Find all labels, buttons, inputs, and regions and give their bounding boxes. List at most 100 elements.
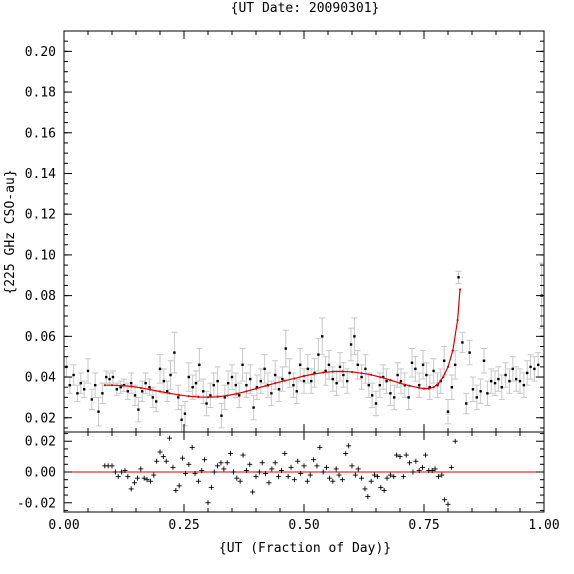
- data-point: [101, 392, 104, 395]
- residual-point: [372, 472, 378, 478]
- residual-point: [112, 469, 118, 475]
- data-point: [529, 365, 532, 369]
- data-point: [68, 383, 71, 387]
- fit-point: [283, 379, 286, 382]
- residual-point: [144, 477, 150, 483]
- data-point: [346, 379, 349, 383]
- data-point: [393, 396, 396, 399]
- residual-point: [211, 469, 217, 475]
- data-point: [356, 363, 359, 367]
- data-point: [298, 363, 302, 367]
- data-point: [126, 390, 130, 393]
- data-point: [183, 412, 187, 415]
- residual-point: [387, 472, 393, 478]
- residual-point: [147, 478, 153, 484]
- residual-point: [298, 471, 304, 477]
- data-point: [292, 383, 295, 387]
- data-point: [202, 390, 205, 393]
- data-point: [479, 390, 482, 393]
- residual-point: [256, 469, 262, 475]
- data-point: [166, 390, 169, 393]
- data-point: [418, 383, 421, 387]
- data-point: [234, 383, 238, 387]
- x-axis-label: {UT (Fraction of Day)}: [219, 541, 391, 556]
- residual-point: [228, 451, 234, 457]
- data-point: [450, 386, 454, 389]
- residual-point: [397, 454, 403, 460]
- residual-point: [400, 474, 406, 480]
- residual-point: [326, 475, 332, 481]
- residual-point: [291, 477, 297, 483]
- data-point: [526, 371, 529, 375]
- fit-point: [437, 382, 440, 385]
- data-point: [230, 375, 234, 379]
- residual-point: [278, 467, 284, 473]
- residual-point: [263, 471, 269, 477]
- residual-point: [378, 484, 384, 490]
- y-tick-label: 0.20: [25, 45, 56, 60]
- residual-point: [365, 494, 371, 500]
- data-point: [432, 369, 435, 373]
- fit-point: [422, 387, 426, 390]
- fit-point: [360, 372, 363, 375]
- residual-point: [221, 466, 227, 472]
- data-point: [216, 379, 219, 383]
- data-point: [313, 371, 316, 375]
- fit-point: [398, 382, 402, 385]
- data-point: [151, 396, 154, 399]
- residual-point: [346, 443, 352, 449]
- data-point: [522, 383, 526, 387]
- fit-point: [197, 395, 200, 399]
- data-point: [241, 363, 244, 367]
- chart-title: {UT Date: 20090301}: [231, 1, 380, 16]
- data-point: [442, 359, 446, 362]
- data-point: [94, 383, 97, 387]
- data-point: [284, 347, 287, 350]
- data-point: [396, 373, 399, 377]
- data-point: [220, 414, 223, 417]
- data-point: [327, 363, 331, 367]
- data-point: [205, 402, 208, 405]
- residual-point: [138, 466, 144, 472]
- data-point: [162, 379, 166, 383]
- fit-point: [139, 386, 142, 389]
- data-point: [187, 375, 190, 379]
- fit-point: [370, 373, 373, 376]
- residual-point: [224, 460, 230, 466]
- data-point: [295, 390, 298, 393]
- fit-point: [432, 386, 435, 389]
- residual-point: [410, 469, 416, 475]
- residual-point: [189, 444, 195, 450]
- measurement-points: [65, 276, 543, 421]
- data-point: [317, 353, 320, 356]
- y-tick-label: 0.00: [25, 466, 56, 481]
- data-point: [407, 396, 410, 399]
- residual-point: [266, 480, 272, 486]
- data-point: [321, 335, 324, 338]
- residual-point: [151, 472, 157, 478]
- data-point: [500, 386, 503, 389]
- y-tick-label: 0.02: [25, 435, 56, 450]
- residual-point: [272, 460, 278, 466]
- y-tick-label: -0.02: [17, 496, 56, 511]
- y-tick-label: 0.08: [25, 289, 56, 304]
- residual-point: [202, 457, 208, 463]
- data-point: [177, 396, 180, 399]
- data-point: [259, 379, 262, 383]
- residual-point: [307, 472, 313, 478]
- data-point: [403, 383, 406, 387]
- data-point: [378, 383, 382, 387]
- residual-point: [167, 435, 173, 441]
- fit-point: [206, 396, 210, 399]
- data-point: [180, 418, 183, 421]
- data-point: [263, 367, 266, 371]
- data-point: [169, 373, 172, 377]
- fit-point: [168, 392, 171, 395]
- fit-point: [341, 370, 344, 373]
- data-point: [475, 396, 478, 399]
- residual-point: [435, 474, 441, 480]
- residual-panel-ticks: 0.02 0.00 -0.02 0.00 0.25 0.50 0.75 1.00: [17, 432, 560, 533]
- residual-point: [355, 466, 361, 472]
- data-point: [148, 386, 151, 389]
- fit-point: [274, 382, 277, 385]
